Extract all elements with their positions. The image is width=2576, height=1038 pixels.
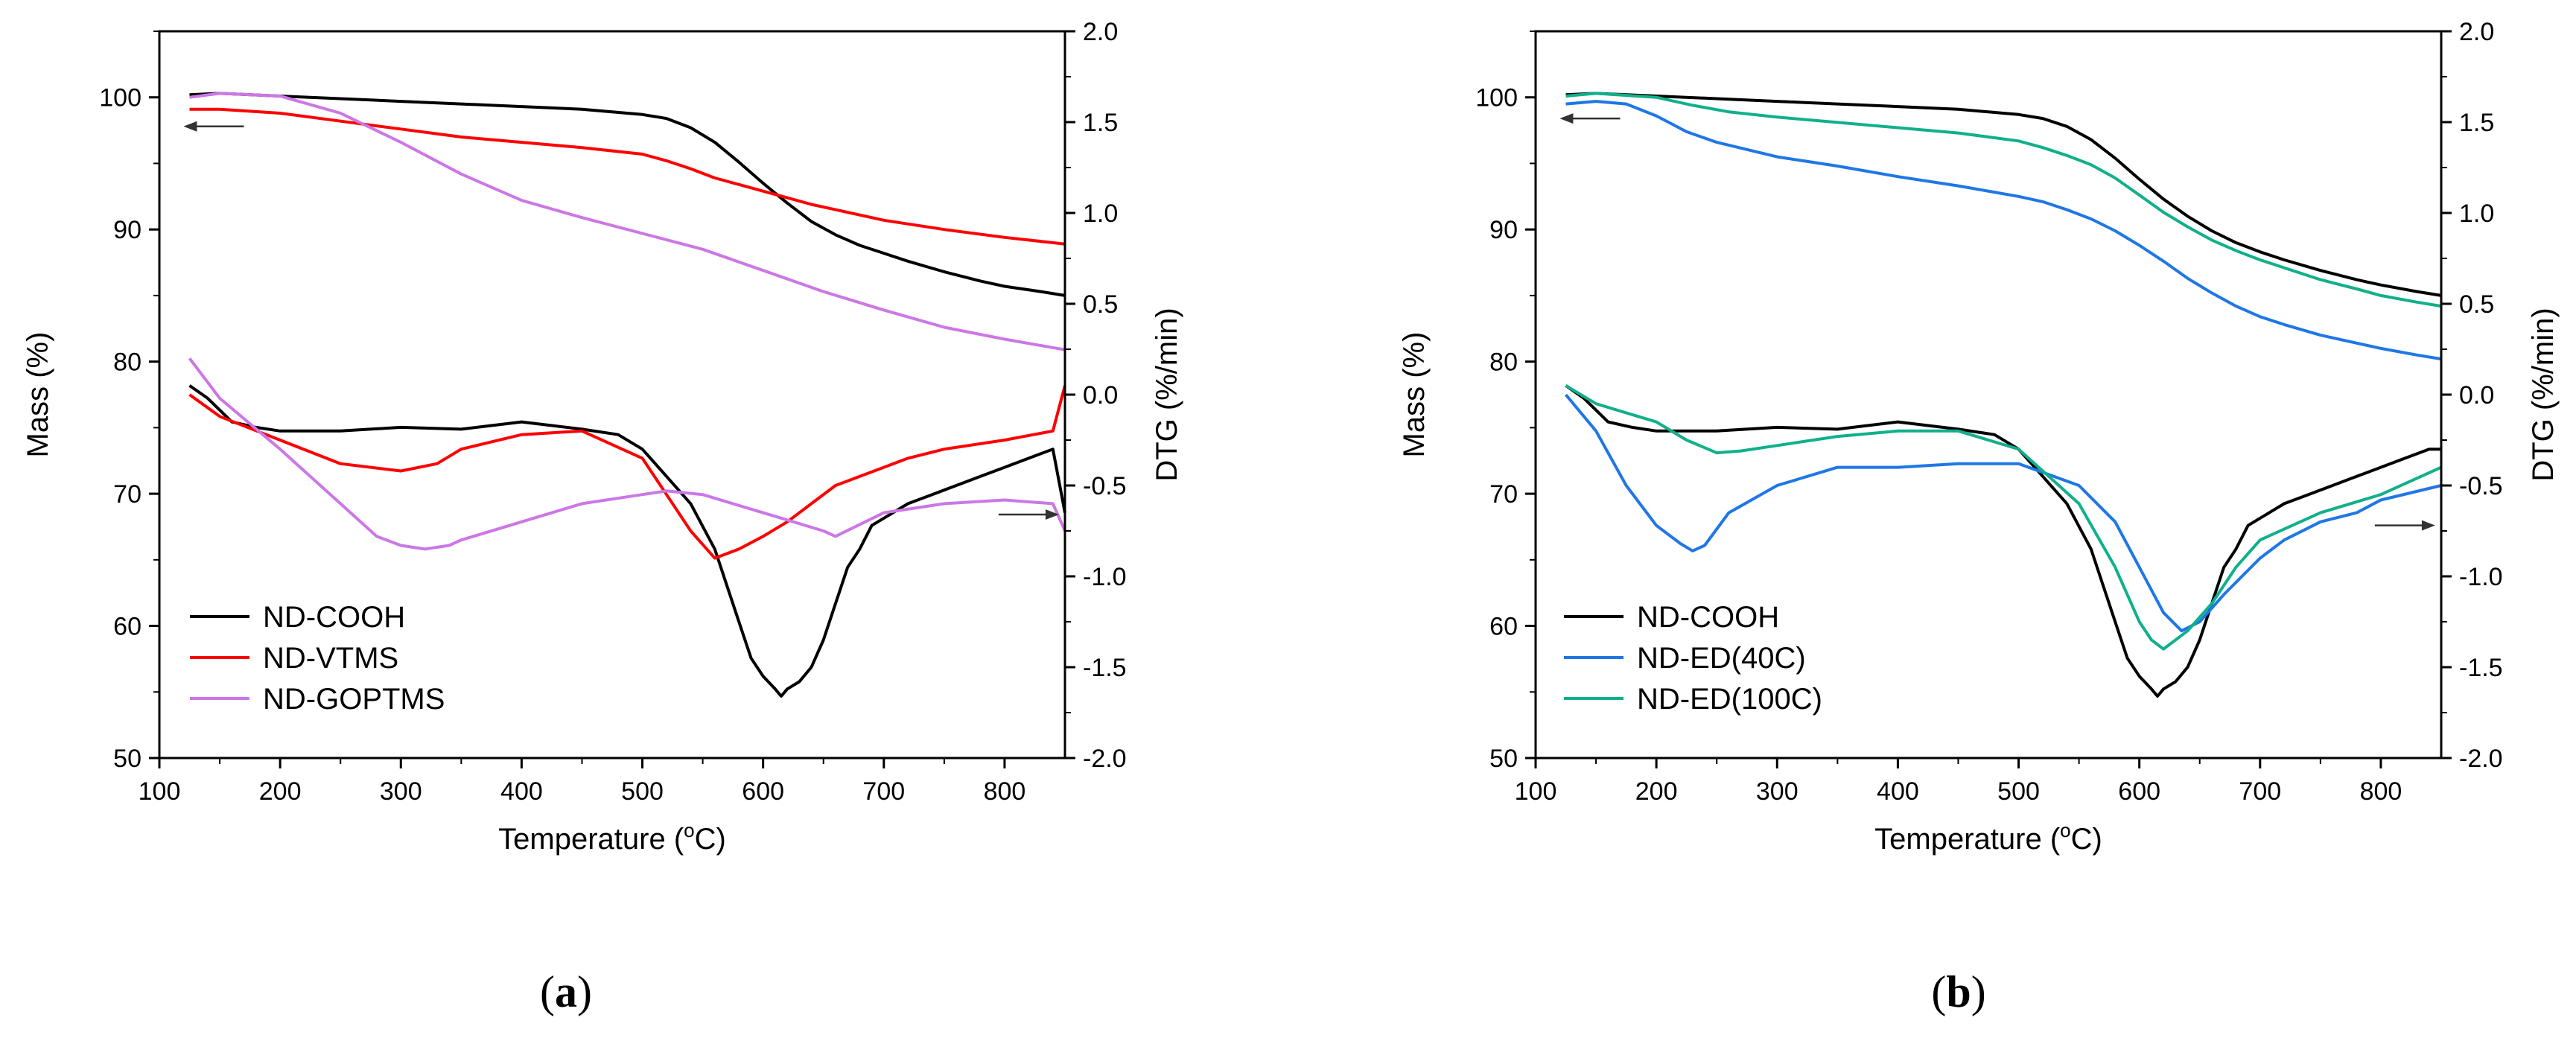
x-tick-label: 600: [2118, 777, 2160, 806]
y-left-tick-label: 60: [1489, 613, 1518, 641]
series-line-right-nd-ed-100c-: [1565, 384, 2442, 651]
x-tick-label: 100: [1515, 777, 1557, 806]
y-right-axis-title: DTG (%/min): [1151, 308, 1183, 481]
legend: ND-COOH ND-ED(40C) ND-ED(100C): [1564, 601, 1822, 716]
chart-panel-b: 100 200 300 400 500 600 700 800 50 60 70 80 90 100 -2.…: [1398, 18, 2560, 1016]
y-right-tick-label: -2.0: [2459, 745, 2503, 773]
y-left-tick-label: 90: [113, 216, 141, 244]
x-tick-label: 600: [742, 777, 784, 806]
degree-superscript: o: [2060, 819, 2070, 841]
y-right-tick-label: -1.5: [2459, 654, 2503, 682]
y-right-tick-label: 2.0: [2459, 18, 2494, 46]
panel-label: (b): [1931, 967, 1985, 1016]
legend: ND-COOH ND-VTMS ND-GOPTMS: [190, 601, 445, 716]
x-tick-label: 500: [621, 777, 664, 806]
y-left-tick-label: 100: [1475, 84, 1518, 112]
arrow-head: [1559, 113, 1574, 124]
y-right-tick-label: 0.5: [1083, 290, 1118, 319]
x-tick-label: 300: [1756, 777, 1799, 806]
x-tick-label: 100: [139, 777, 181, 806]
series-line-right-nd-cooh: [188, 384, 1066, 698]
y-right-tick-label: 1.0: [1083, 200, 1118, 228]
x-tick-label: 700: [2239, 777, 2281, 806]
x-tick-label: 500: [1997, 777, 2040, 806]
x-tick-label: 700: [862, 777, 905, 806]
series-line-right-nd-vtms: [188, 385, 1066, 560]
legend-label: ND-COOH: [263, 601, 405, 634]
y-right-tick-label: 0.5: [2459, 290, 2494, 319]
y-left-tick-label: 60: [113, 613, 141, 641]
x-axis-title-unit: C): [695, 823, 726, 856]
legend-label: ND-COOH: [1637, 601, 1779, 634]
legend-label: ND-VTMS: [263, 642, 398, 675]
y-right-tick-label: 0.0: [1083, 381, 1118, 410]
series-line-left-nd-vtms: [189, 107, 1066, 246]
arrow-left-axis-indicator: [183, 121, 244, 132]
panel-label-open: (: [1931, 967, 1946, 1016]
arrow-head: [1045, 509, 1059, 520]
panel-label: (a): [540, 967, 592, 1016]
y-left-tick-label: 80: [113, 348, 141, 377]
y-left-tick-label: 70: [1489, 480, 1518, 509]
y-left-tick-label: 70: [113, 480, 141, 509]
x-tick-label: 400: [1877, 777, 1919, 806]
y-right-tick-label: 0.0: [2459, 381, 2494, 410]
series-group: [188, 92, 1066, 698]
panel-label-close: ): [577, 967, 592, 1016]
x-axis-title: Temperature (oC): [498, 819, 726, 856]
chart-panel-a: 100 200 300 400 500 600 700 800 50 60 70 80 90 100 -2.…: [22, 18, 1183, 1016]
series-group: [1564, 92, 2442, 698]
degree-superscript: o: [684, 819, 694, 841]
y-left-axis-title: Mass (%): [22, 332, 54, 458]
x-tick-label: 200: [259, 777, 302, 806]
y-right-tick-label: -0.5: [2459, 472, 2503, 500]
arrow-head: [2421, 520, 2435, 531]
panel-label-close: ): [1971, 967, 1986, 1016]
arrow-right-axis-indicator: [998, 509, 1059, 520]
x-tick-label: 300: [380, 777, 422, 806]
legend-label: ND-ED(40C): [1637, 642, 1806, 675]
panel-label-letter: b: [1946, 967, 1971, 1016]
y-right-axis-title: DTG (%/min): [2527, 308, 2560, 481]
x-tick-label: 800: [2360, 777, 2402, 806]
x-axis-title-unit: C): [2071, 823, 2102, 856]
panel-label-open: (: [540, 967, 555, 1016]
x-axis-title-text: Temperature (: [1874, 823, 2061, 856]
x-tick-label: 800: [984, 777, 1026, 806]
x-tick-label: 200: [1635, 777, 1678, 806]
y-left-tick-label: 80: [1489, 348, 1518, 377]
x-tick-label: 400: [500, 777, 543, 806]
y-left-tick-label: 50: [113, 745, 141, 773]
series-line-left-nd-cooh: [189, 92, 1066, 297]
series-line-left-nd-ed-40c-: [1565, 100, 2442, 361]
y-right-tick-label: -1.0: [2459, 563, 2503, 591]
arrow-left-axis-indicator: [1559, 113, 1621, 124]
y-left-tick-label: 100: [99, 84, 141, 112]
legend-label: ND-ED(100C): [1637, 683, 1822, 716]
series-line-left-nd-goptms: [189, 92, 1066, 351]
series-line-right-nd-goptms: [188, 357, 1066, 551]
arrow-right-axis-indicator: [2374, 520, 2435, 531]
y-right-tick-label: 1.5: [1083, 109, 1118, 137]
y-right-tick-label: 1.0: [2459, 200, 2494, 228]
y-right-tick-label: -0.5: [1083, 472, 1127, 500]
y-right-tick-label: 1.5: [2459, 109, 2494, 137]
series-line-right-nd-cooh: [1565, 384, 2441, 698]
y-left-tick-label: 50: [1489, 745, 1518, 773]
x-axis-title: Temperature (oC): [1874, 819, 2102, 856]
legend-label: ND-GOPTMS: [263, 683, 445, 716]
y-right-tick-label: 2.0: [1083, 18, 1118, 46]
y-right-tick-label: -2.0: [1083, 745, 1127, 773]
series-line-left-nd-cooh: [1565, 92, 2442, 297]
y-right-tick-label: -1.0: [1083, 563, 1127, 591]
arrow-head: [183, 121, 197, 132]
y-left-axis-title: Mass (%): [1398, 332, 1431, 458]
series-line-left-nd-ed-100c-: [1565, 92, 2442, 308]
x-axis-title-text: Temperature (: [498, 823, 684, 856]
panel-label-letter: a: [555, 967, 577, 1016]
y-right-tick-label: -1.5: [1083, 654, 1127, 682]
y-left-tick-label: 90: [1489, 216, 1518, 244]
